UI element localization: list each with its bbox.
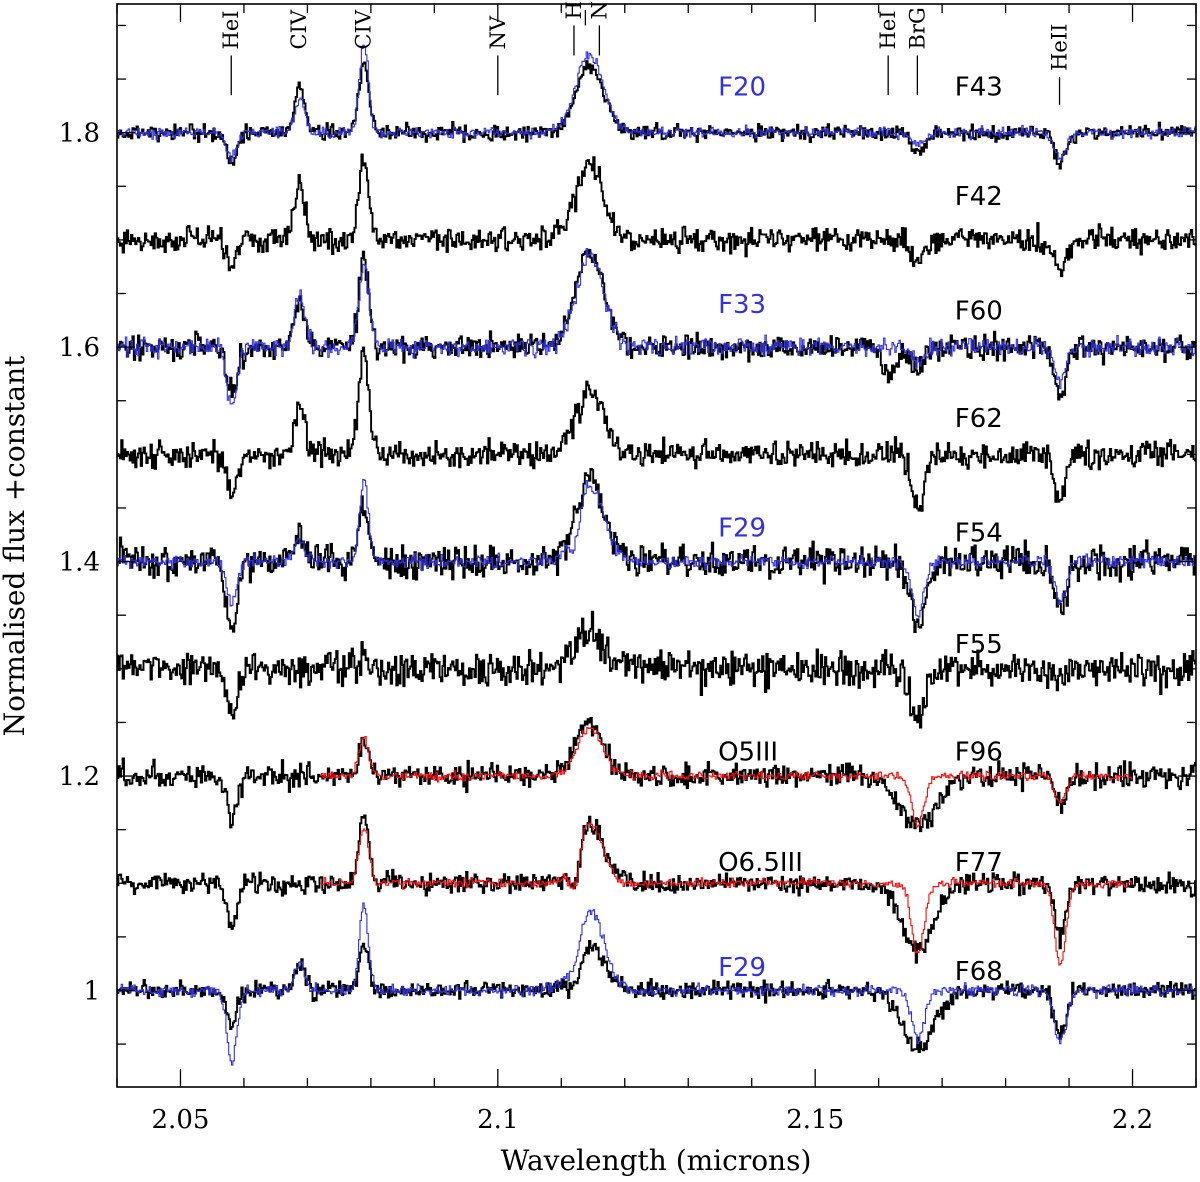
x-axis-title: Wavelength (microns) <box>501 1144 812 1177</box>
spectrum-f96-9 <box>117 717 1196 833</box>
star-labels: F20 F43 F42 F33 F60 F62 F29 F54 F55 O5III F96 O6.5I… <box>718 73 1003 988</box>
spectrum-f60-3 <box>117 248 1196 401</box>
label-o5iii: O5III <box>718 737 778 767</box>
label-o65iii: O6.5III <box>718 848 803 878</box>
line-markers: HeICIVCIVNVHeINIIIHeIBrGHeII <box>219 0 1072 105</box>
label-f43: F43 <box>955 73 1003 103</box>
line-label-hei: HeI <box>219 10 243 49</box>
label-f62: F62 <box>955 404 1003 434</box>
label-f54: F54 <box>955 519 1003 549</box>
line-label-brg: BrG <box>905 7 929 49</box>
spectrum-f42-2 <box>117 153 1196 278</box>
label-f20: F20 <box>718 73 766 103</box>
spectrum-f54-6 <box>117 468 1196 633</box>
y-tick-label: 1.8 <box>59 119 100 149</box>
label-f55: F55 <box>955 630 1003 660</box>
label-f33: F33 <box>718 290 766 320</box>
spectrum-f55-8 <box>117 610 1196 729</box>
spectrum-f29-7 <box>117 478 1196 618</box>
spectrum-f77-11 <box>117 814 1196 964</box>
line-label-heii: HeII <box>1048 24 1072 71</box>
spectrum-o5iii-10 <box>320 726 1133 828</box>
axis-ticks: 2.05 2.1 2.15 2.2 1 1.2 1.4 1.6 1.8 <box>59 4 1197 1135</box>
spectrum-o65iii-12 <box>320 822 1133 966</box>
line-label-civ: CIV <box>287 9 311 49</box>
plot-frame <box>116 3 1197 1088</box>
spectrum-f68-13 <box>117 940 1196 1053</box>
y-tick-label: 1.6 <box>59 333 100 363</box>
line-label-civ: CIV <box>351 9 375 49</box>
y-tick-label: 1.2 <box>59 762 100 792</box>
line-label-hei: HeI <box>876 10 900 49</box>
label-f77: F77 <box>955 848 1003 878</box>
x-tick-label: 2.2 <box>1112 1105 1153 1135</box>
spectra-series <box>117 44 1196 1066</box>
line-label-hei: HeI <box>562 0 586 19</box>
label-f60: F60 <box>955 297 1003 327</box>
spectrum-f20-1 <box>117 44 1196 163</box>
label-f29: F29 <box>718 953 766 983</box>
y-axis-title: Normalised flux +constant <box>0 355 31 736</box>
label-f42: F42 <box>955 182 1003 212</box>
spectrum-f29-14 <box>117 902 1196 1066</box>
x-tick-label: 2.1 <box>477 1105 518 1135</box>
spectrum-f33-4 <box>117 248 1196 405</box>
label-f68: F68 <box>955 957 1003 987</box>
line-label-niii: NIII <box>587 0 611 19</box>
label-f96: F96 <box>955 737 1003 767</box>
spectrum-f43-0 <box>117 60 1196 170</box>
y-tick-label: 1 <box>83 976 100 1006</box>
line-label-nv: NV <box>486 15 510 49</box>
spectrum-f62-5 <box>117 346 1196 512</box>
y-tick-label: 1.4 <box>59 548 100 578</box>
label-f29: F29 <box>718 513 766 543</box>
x-tick-label: 2.15 <box>786 1105 844 1135</box>
x-tick-label: 2.05 <box>152 1105 210 1135</box>
